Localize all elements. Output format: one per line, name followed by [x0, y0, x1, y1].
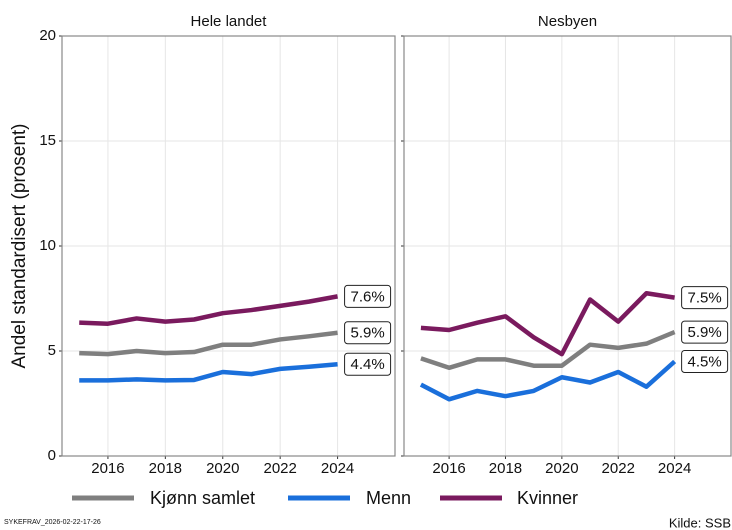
y-tick-label: 15	[39, 132, 56, 149]
x-tick-label: 2022	[602, 460, 635, 477]
legend-label: Menn	[366, 488, 411, 508]
line	[79, 361, 338, 383]
y-tick-label: 20	[39, 27, 56, 44]
line	[79, 330, 338, 357]
label-box	[344, 352, 392, 376]
value-label: 5.9%	[688, 324, 722, 341]
x-tick-label: 2024	[658, 460, 691, 477]
x-tick-label: 2018	[489, 460, 522, 477]
x-tick-label: 2016	[432, 460, 465, 477]
x-tick-label: 2016	[91, 460, 124, 477]
note: SYKEFRAV_2026-02-22-17-26	[4, 519, 101, 526]
line	[419, 359, 677, 402]
y-axis-label: Andel standardisert (prosent)	[9, 123, 30, 368]
source: Kilde: SSB	[669, 515, 731, 530]
value-label: 4.4%	[350, 356, 384, 373]
value-label: 7.5%	[688, 290, 722, 307]
x-tick-label: 2022	[263, 460, 296, 477]
x-tick-label: 2024	[321, 460, 354, 477]
panel-border	[403, 35, 732, 457]
x-tick-label: 2018	[149, 460, 182, 477]
panel-title: Nesbyen	[538, 13, 597, 30]
label-box	[681, 350, 729, 373]
y-tick-label: 10	[39, 237, 56, 254]
legend-label: Kvinner	[517, 488, 578, 508]
label-box	[681, 286, 729, 310]
y-tick-label: 0	[48, 447, 56, 464]
x-tick-label: 2020	[545, 460, 578, 477]
y-tick-label: 5	[48, 342, 56, 359]
value-label: 5.9%	[350, 325, 384, 342]
panel-title: Hele landet	[191, 13, 268, 30]
legend-label: Kjønn samlet	[150, 488, 255, 508]
label-box	[344, 284, 392, 308]
x-tick-label: 2020	[206, 460, 239, 477]
panel-border	[61, 35, 396, 457]
line	[420, 291, 675, 357]
value-label: 4.5%	[688, 353, 722, 370]
line	[79, 294, 338, 326]
label-box	[344, 321, 392, 345]
value-label: 7.6%	[350, 288, 384, 305]
line	[420, 330, 676, 371]
label-box	[681, 320, 729, 344]
